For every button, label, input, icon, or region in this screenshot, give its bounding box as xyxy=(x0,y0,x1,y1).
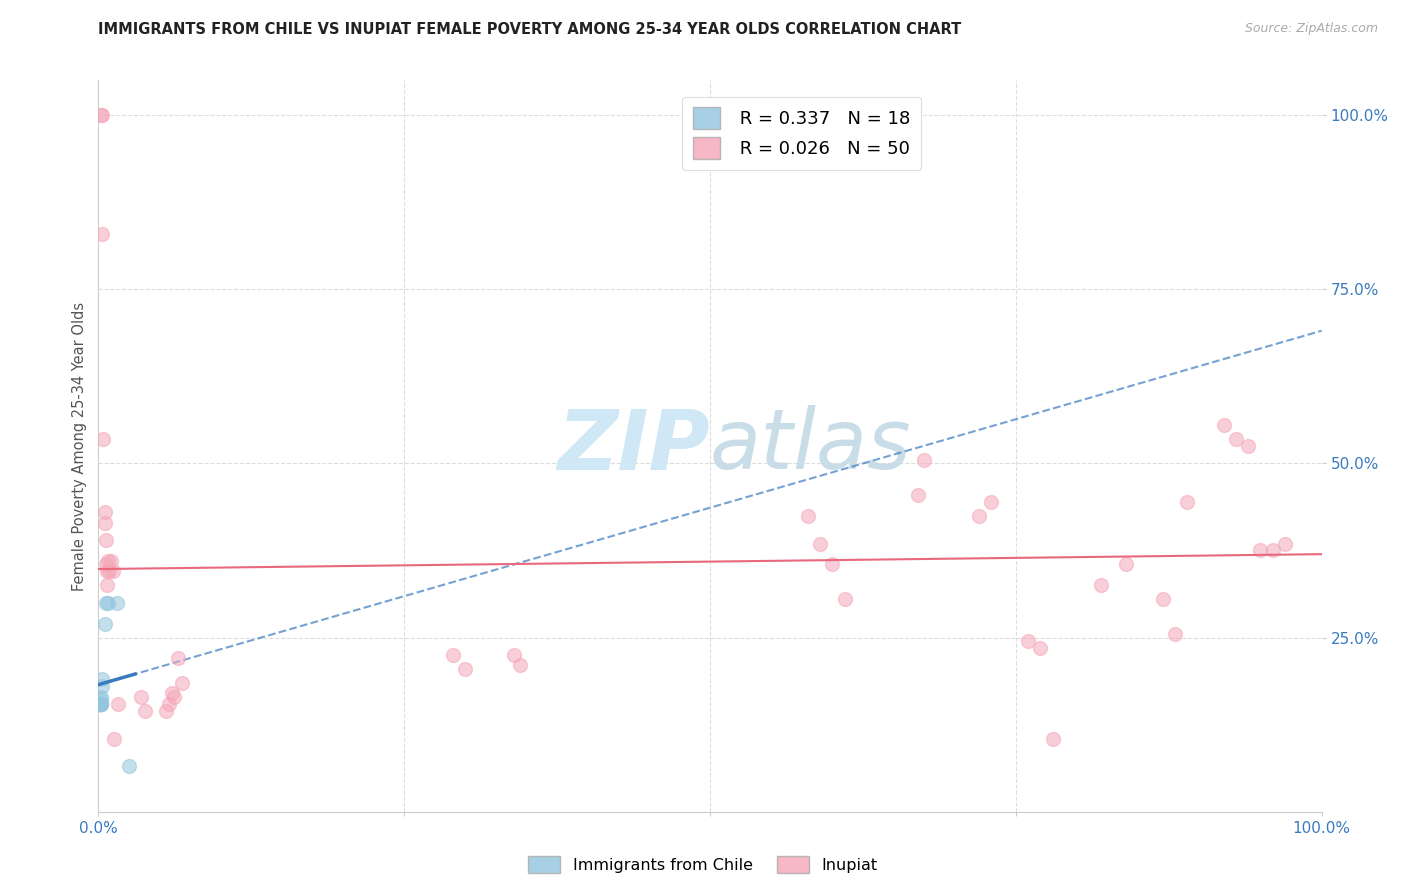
Point xyxy=(97,554,120,568)
Point xyxy=(89,697,111,711)
Point xyxy=(89,697,111,711)
Point xyxy=(93,616,115,631)
Point xyxy=(1164,627,1187,641)
Point xyxy=(1261,543,1284,558)
Point xyxy=(91,108,114,122)
Point xyxy=(1274,536,1296,550)
Point xyxy=(980,494,1002,508)
Point xyxy=(797,508,820,523)
Point xyxy=(509,658,531,673)
Point xyxy=(1175,494,1198,508)
Point xyxy=(103,731,125,746)
Point xyxy=(97,596,120,610)
Point xyxy=(503,648,526,662)
Point xyxy=(96,565,118,579)
Point xyxy=(89,697,111,711)
Point xyxy=(90,108,112,122)
Point xyxy=(155,704,177,718)
Point xyxy=(441,648,464,662)
Point xyxy=(1152,592,1174,607)
Point xyxy=(89,697,111,711)
Point xyxy=(912,453,935,467)
Point xyxy=(1017,634,1039,648)
Point xyxy=(90,697,112,711)
Point xyxy=(90,697,112,711)
Point xyxy=(98,565,121,579)
Point xyxy=(454,662,477,676)
Point xyxy=(89,697,111,711)
Point xyxy=(94,558,117,572)
Y-axis label: Female Poverty Among 25-34 Year Olds: Female Poverty Among 25-34 Year Olds xyxy=(72,301,87,591)
Point xyxy=(160,686,183,700)
Point xyxy=(1029,640,1052,655)
Point xyxy=(105,596,128,610)
Point xyxy=(93,516,115,530)
Point xyxy=(1042,731,1064,746)
Point xyxy=(107,697,129,711)
Text: ZIP: ZIP xyxy=(557,406,710,486)
Point xyxy=(96,578,118,592)
Point xyxy=(101,565,124,579)
Point xyxy=(967,508,990,523)
Point xyxy=(834,592,856,607)
Point xyxy=(90,690,112,704)
Point xyxy=(100,554,122,568)
Point xyxy=(89,697,111,711)
Point xyxy=(91,679,114,693)
Point xyxy=(94,533,117,547)
Point xyxy=(163,690,186,704)
Text: Source: ZipAtlas.com: Source: ZipAtlas.com xyxy=(1244,22,1378,36)
Point xyxy=(170,676,193,690)
Point xyxy=(1237,439,1260,453)
Point xyxy=(821,558,844,572)
Point xyxy=(90,697,112,711)
Point xyxy=(93,505,115,519)
Point xyxy=(167,651,190,665)
Point xyxy=(808,536,831,550)
Point xyxy=(90,693,112,707)
Point xyxy=(91,432,114,446)
Point xyxy=(91,673,114,687)
Point xyxy=(118,759,141,773)
Point xyxy=(129,690,152,704)
Point xyxy=(1225,432,1247,446)
Point xyxy=(157,697,180,711)
Point xyxy=(1212,418,1234,433)
Point xyxy=(1090,578,1112,592)
Point xyxy=(134,704,156,718)
Legend:  R = 0.337   N = 18,  R = 0.026   N = 50: R = 0.337 N = 18, R = 0.026 N = 50 xyxy=(682,96,921,169)
Point xyxy=(907,488,929,502)
Text: atlas: atlas xyxy=(710,406,911,486)
Point xyxy=(94,596,117,610)
Point xyxy=(1115,558,1137,572)
Point xyxy=(91,227,114,241)
Point xyxy=(1249,543,1271,558)
Legend: Immigrants from Chile, Inupiat: Immigrants from Chile, Inupiat xyxy=(522,849,884,880)
Text: IMMIGRANTS FROM CHILE VS INUPIAT FEMALE POVERTY AMONG 25-34 YEAR OLDS CORRELATIO: IMMIGRANTS FROM CHILE VS INUPIAT FEMALE … xyxy=(98,22,962,37)
